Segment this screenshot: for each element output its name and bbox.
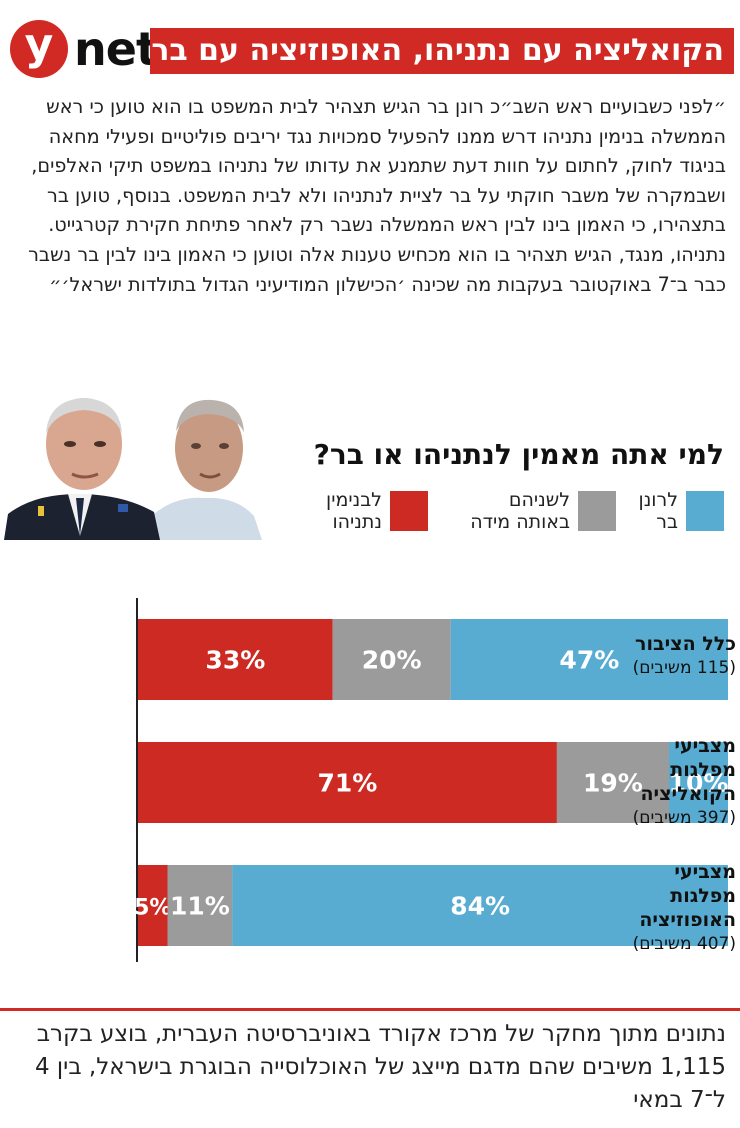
bar-segment-1-1 (556, 742, 669, 823)
bar-value-label-0-1: 20% (362, 646, 422, 675)
legend-label-netanyahu: לבנימין נתניהו (326, 489, 382, 533)
bar-value-label-2-1: 11% (170, 892, 230, 921)
portraits-photo (4, 398, 262, 540)
legend-swatch-netanyahu (390, 491, 428, 531)
bar-value-label-0-2: 47% (559, 646, 619, 675)
legend-item-bar: לרונן בר (628, 489, 724, 533)
bar-segment-0-1 (332, 619, 451, 700)
bar-value-label-1-0: 71% (318, 769, 378, 798)
bar-segment-2-1 (167, 865, 233, 946)
bar-segment-0-0 (138, 619, 333, 700)
logo-wordmark: net (74, 22, 158, 76)
stacked-bar-chart: 33% 20% 47% 71% 19% 10% 5%11% 84% (134, 598, 729, 962)
legend-swatch-both (578, 491, 616, 531)
footer-divider (0, 1008, 740, 1011)
bar-value-label-1-2: 10% (669, 769, 729, 798)
bar-value-label-2-2: 84% (450, 892, 510, 921)
bar-segment-2-0 (138, 865, 168, 946)
bar-segment-2-2 (232, 865, 728, 946)
legend-item-both: לשניהם באותה מידה (430, 489, 616, 533)
legend-item-netanyahu: לבנימין נתניהו (310, 489, 428, 533)
legend-label-bar: לרונן בר (638, 489, 678, 533)
row-label-2: מצביעי מפלגות האופוזיציה (407 משיבים) (632, 861, 736, 954)
bar-value-label-0-0: 33% (205, 646, 265, 675)
source-note: נתונים מתוך מחקר של מרכז אקורד באוניברסי… (34, 1021, 726, 1113)
headline-banner: הקואליציה עם נתניהו, האופוזיציה עם בר (150, 28, 734, 74)
portrait-netanyahu (4, 398, 160, 540)
bar-value-label-2-0: 5% (134, 896, 171, 921)
row-label-0: כלל הציבור (115 משיבים) (632, 633, 736, 678)
legend-swatch-bar (686, 491, 724, 531)
legend-label-both: לשניהם באותה מידה (470, 489, 570, 533)
ynet-logo[interactable]: y net (10, 20, 158, 82)
intro-quote: ״לפני כשבועיים ראש השב״כ רונן בר הגיש תצ… (28, 95, 726, 296)
bar-segment-1-0 (138, 742, 557, 823)
bar-segment-0-2 (450, 619, 728, 700)
bar-segment-1-2 (669, 742, 728, 823)
bar-value-label-1-1: 19% (583, 769, 643, 798)
logo-y-circle: y (10, 20, 68, 78)
row-label-1: מצביעי מפלגות הקואליציה (397 משיבים) (632, 735, 736, 828)
chart-title: למי אתה מאמין לנתניהו או בר? (313, 438, 724, 471)
portrait-bar (154, 399, 262, 540)
